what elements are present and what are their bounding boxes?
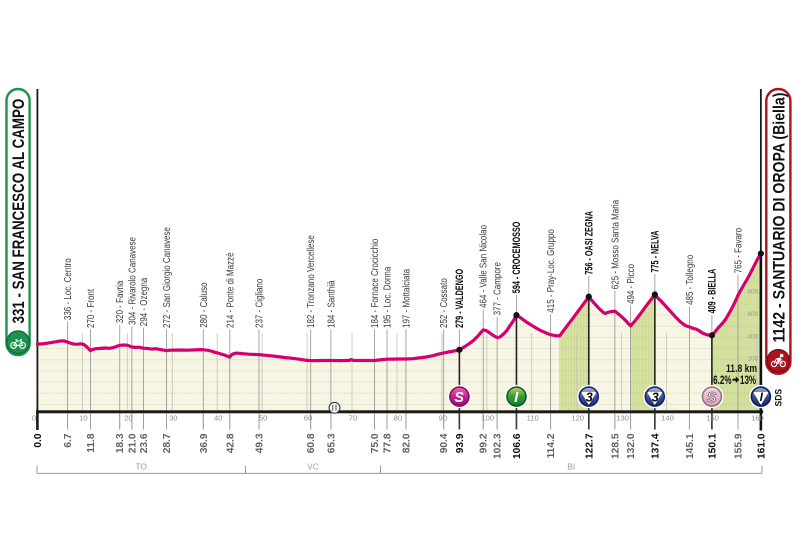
- svg-text:130: 130: [616, 414, 629, 423]
- svg-text:485 - Tollegno: 485 - Tollegno: [684, 255, 695, 305]
- svg-text:140: 140: [661, 414, 674, 423]
- svg-text:182 - Tronzano Vercellese: 182 - Tronzano Vercellese: [305, 235, 316, 328]
- svg-text:155.9: 155.9: [733, 433, 744, 459]
- svg-text:I: I: [760, 390, 764, 404]
- svg-text:BI: BI: [567, 461, 575, 471]
- svg-text:800: 800: [748, 289, 759, 296]
- svg-text:294 - Ozegna: 294 - Ozegna: [138, 277, 149, 326]
- svg-text:10: 10: [79, 414, 87, 423]
- svg-text:TO: TO: [135, 461, 147, 471]
- svg-text:S: S: [454, 390, 464, 406]
- svg-text:93.9: 93.9: [455, 433, 466, 453]
- svg-text:75.0: 75.0: [370, 433, 381, 453]
- svg-text:304 - Rivarolo Canavese: 304 - Rivarolo Canavese: [127, 237, 138, 325]
- svg-text:42.8: 42.8: [225, 433, 236, 453]
- svg-text:1142 - SANTUARIO DI OROPA (Bie: 1142 - SANTUARIO DI OROPA (Biella): [770, 93, 788, 343]
- svg-text:214 - Ponte di Mazzè: 214 - Ponte di Mazzè: [224, 252, 235, 328]
- svg-text:775 - NELVA: 775 - NELVA: [649, 230, 661, 272]
- svg-text:102.3: 102.3: [493, 433, 504, 459]
- svg-text:765 - Favaro: 765 - Favaro: [733, 228, 744, 273]
- svg-text:237 - Cigliano: 237 - Cigliano: [254, 279, 265, 328]
- svg-text:60: 60: [304, 414, 312, 423]
- svg-text:195 - Loc. Donna: 195 - Loc. Donna: [382, 266, 393, 328]
- svg-text:150.1: 150.1: [707, 433, 718, 459]
- svg-text:120: 120: [571, 414, 584, 423]
- svg-text:18.3: 18.3: [115, 433, 126, 453]
- svg-text:3: 3: [586, 390, 593, 404]
- svg-text:70: 70: [349, 414, 357, 423]
- svg-text:23.6: 23.6: [139, 433, 150, 453]
- svg-text:331 - SAN FRANCESCO AL CAMPO: 331 - SAN FRANCESCO AL CAMPO: [10, 98, 29, 323]
- svg-text:320 - Favria: 320 - Favria: [114, 280, 125, 323]
- svg-text:21.0: 21.0: [127, 433, 138, 453]
- svg-text:184 - Fornace Crocicchio: 184 - Fornace Crocicchio: [369, 239, 380, 328]
- svg-text:409 - BIELLA: 409 - BIELLA: [706, 269, 718, 314]
- svg-text:279 - VALDENGO: 279 - VALDENGO: [453, 269, 465, 328]
- svg-text:756 - OASI ZEGNA: 756 - OASI ZEGNA: [583, 211, 595, 275]
- svg-text:137.4: 137.4: [650, 433, 661, 459]
- svg-text:30: 30: [169, 414, 177, 423]
- svg-text:20: 20: [124, 414, 132, 423]
- svg-text:11.8 km: 11.8 km: [726, 363, 757, 375]
- svg-text:272 - San Giorgio Canavese: 272 - San Giorgio Canavese: [161, 227, 172, 328]
- svg-text:36.9: 36.9: [199, 433, 210, 453]
- svg-text:106.6: 106.6: [512, 433, 523, 459]
- svg-text:I: I: [514, 389, 519, 406]
- svg-text:VC: VC: [307, 461, 319, 471]
- svg-text:600: 600: [748, 311, 759, 318]
- svg-text:494 - Picco: 494 - Picco: [625, 264, 636, 304]
- svg-text:145.1: 145.1: [685, 433, 696, 459]
- svg-text:3: 3: [652, 390, 659, 404]
- svg-text:50: 50: [259, 414, 267, 423]
- svg-text:65.3: 65.3: [326, 433, 337, 453]
- svg-text:464 - Valle San Nicolao: 464 - Valle San Nicolao: [478, 225, 489, 308]
- svg-text:400: 400: [748, 333, 759, 340]
- svg-text:40: 40: [214, 414, 222, 423]
- svg-text:SDS: SDS: [773, 389, 784, 407]
- svg-text:S: S: [707, 390, 717, 406]
- svg-text:160: 160: [751, 414, 764, 423]
- svg-text:80: 80: [394, 414, 402, 423]
- svg-text:252 - Cossato: 252 - Cossato: [438, 278, 449, 328]
- svg-text:150: 150: [706, 414, 719, 423]
- svg-text:128.5: 128.5: [610, 433, 621, 459]
- svg-text:60.8: 60.8: [306, 433, 317, 453]
- svg-text:132.0: 132.0: [626, 433, 637, 459]
- svg-text:377 - Campore: 377 - Campore: [492, 262, 503, 315]
- svg-text:100: 100: [481, 414, 494, 423]
- svg-text:82.0: 82.0: [401, 433, 412, 453]
- svg-text:625 - Mosso Santa Maria: 625 - Mosso Santa Maria: [610, 199, 621, 289]
- svg-text:197 - Mottalciata: 197 - Mottalciata: [401, 268, 412, 328]
- svg-text:0.0: 0.0: [33, 433, 44, 447]
- svg-text:77.8: 77.8: [382, 433, 393, 453]
- svg-text:200: 200: [748, 356, 759, 363]
- svg-text:122.7: 122.7: [584, 433, 595, 459]
- svg-text:90.4: 90.4: [439, 433, 450, 453]
- svg-text:49.3: 49.3: [254, 433, 265, 453]
- svg-text:280 - Caluso: 280 - Caluso: [198, 282, 209, 327]
- svg-text:28.7: 28.7: [162, 433, 173, 453]
- svg-text:110: 110: [527, 414, 539, 423]
- svg-text:90: 90: [439, 414, 447, 423]
- svg-text:336 - Loc. Centro: 336 - Loc. Centro: [62, 258, 73, 320]
- svg-text:114.2: 114.2: [546, 433, 557, 458]
- svg-text:6.7: 6.7: [63, 433, 74, 447]
- svg-text:11.8: 11.8: [86, 433, 97, 453]
- svg-text:99.2: 99.2: [479, 433, 490, 453]
- svg-text:13%: 13%: [740, 375, 756, 388]
- svg-text:161.0: 161.0: [756, 433, 767, 459]
- svg-text:6.2%: 6.2%: [713, 375, 731, 388]
- svg-text:594 - CROCEMOSSO: 594 - CROCEMOSSO: [511, 222, 523, 294]
- svg-text:270 - Front: 270 - Front: [85, 288, 96, 328]
- svg-text:184 - Santhià: 184 - Santhià: [326, 280, 337, 328]
- svg-text:0: 0: [32, 414, 36, 423]
- svg-text:415 - Pray-Loc. Gruppo: 415 - Pray-Loc. Gruppo: [545, 229, 556, 313]
